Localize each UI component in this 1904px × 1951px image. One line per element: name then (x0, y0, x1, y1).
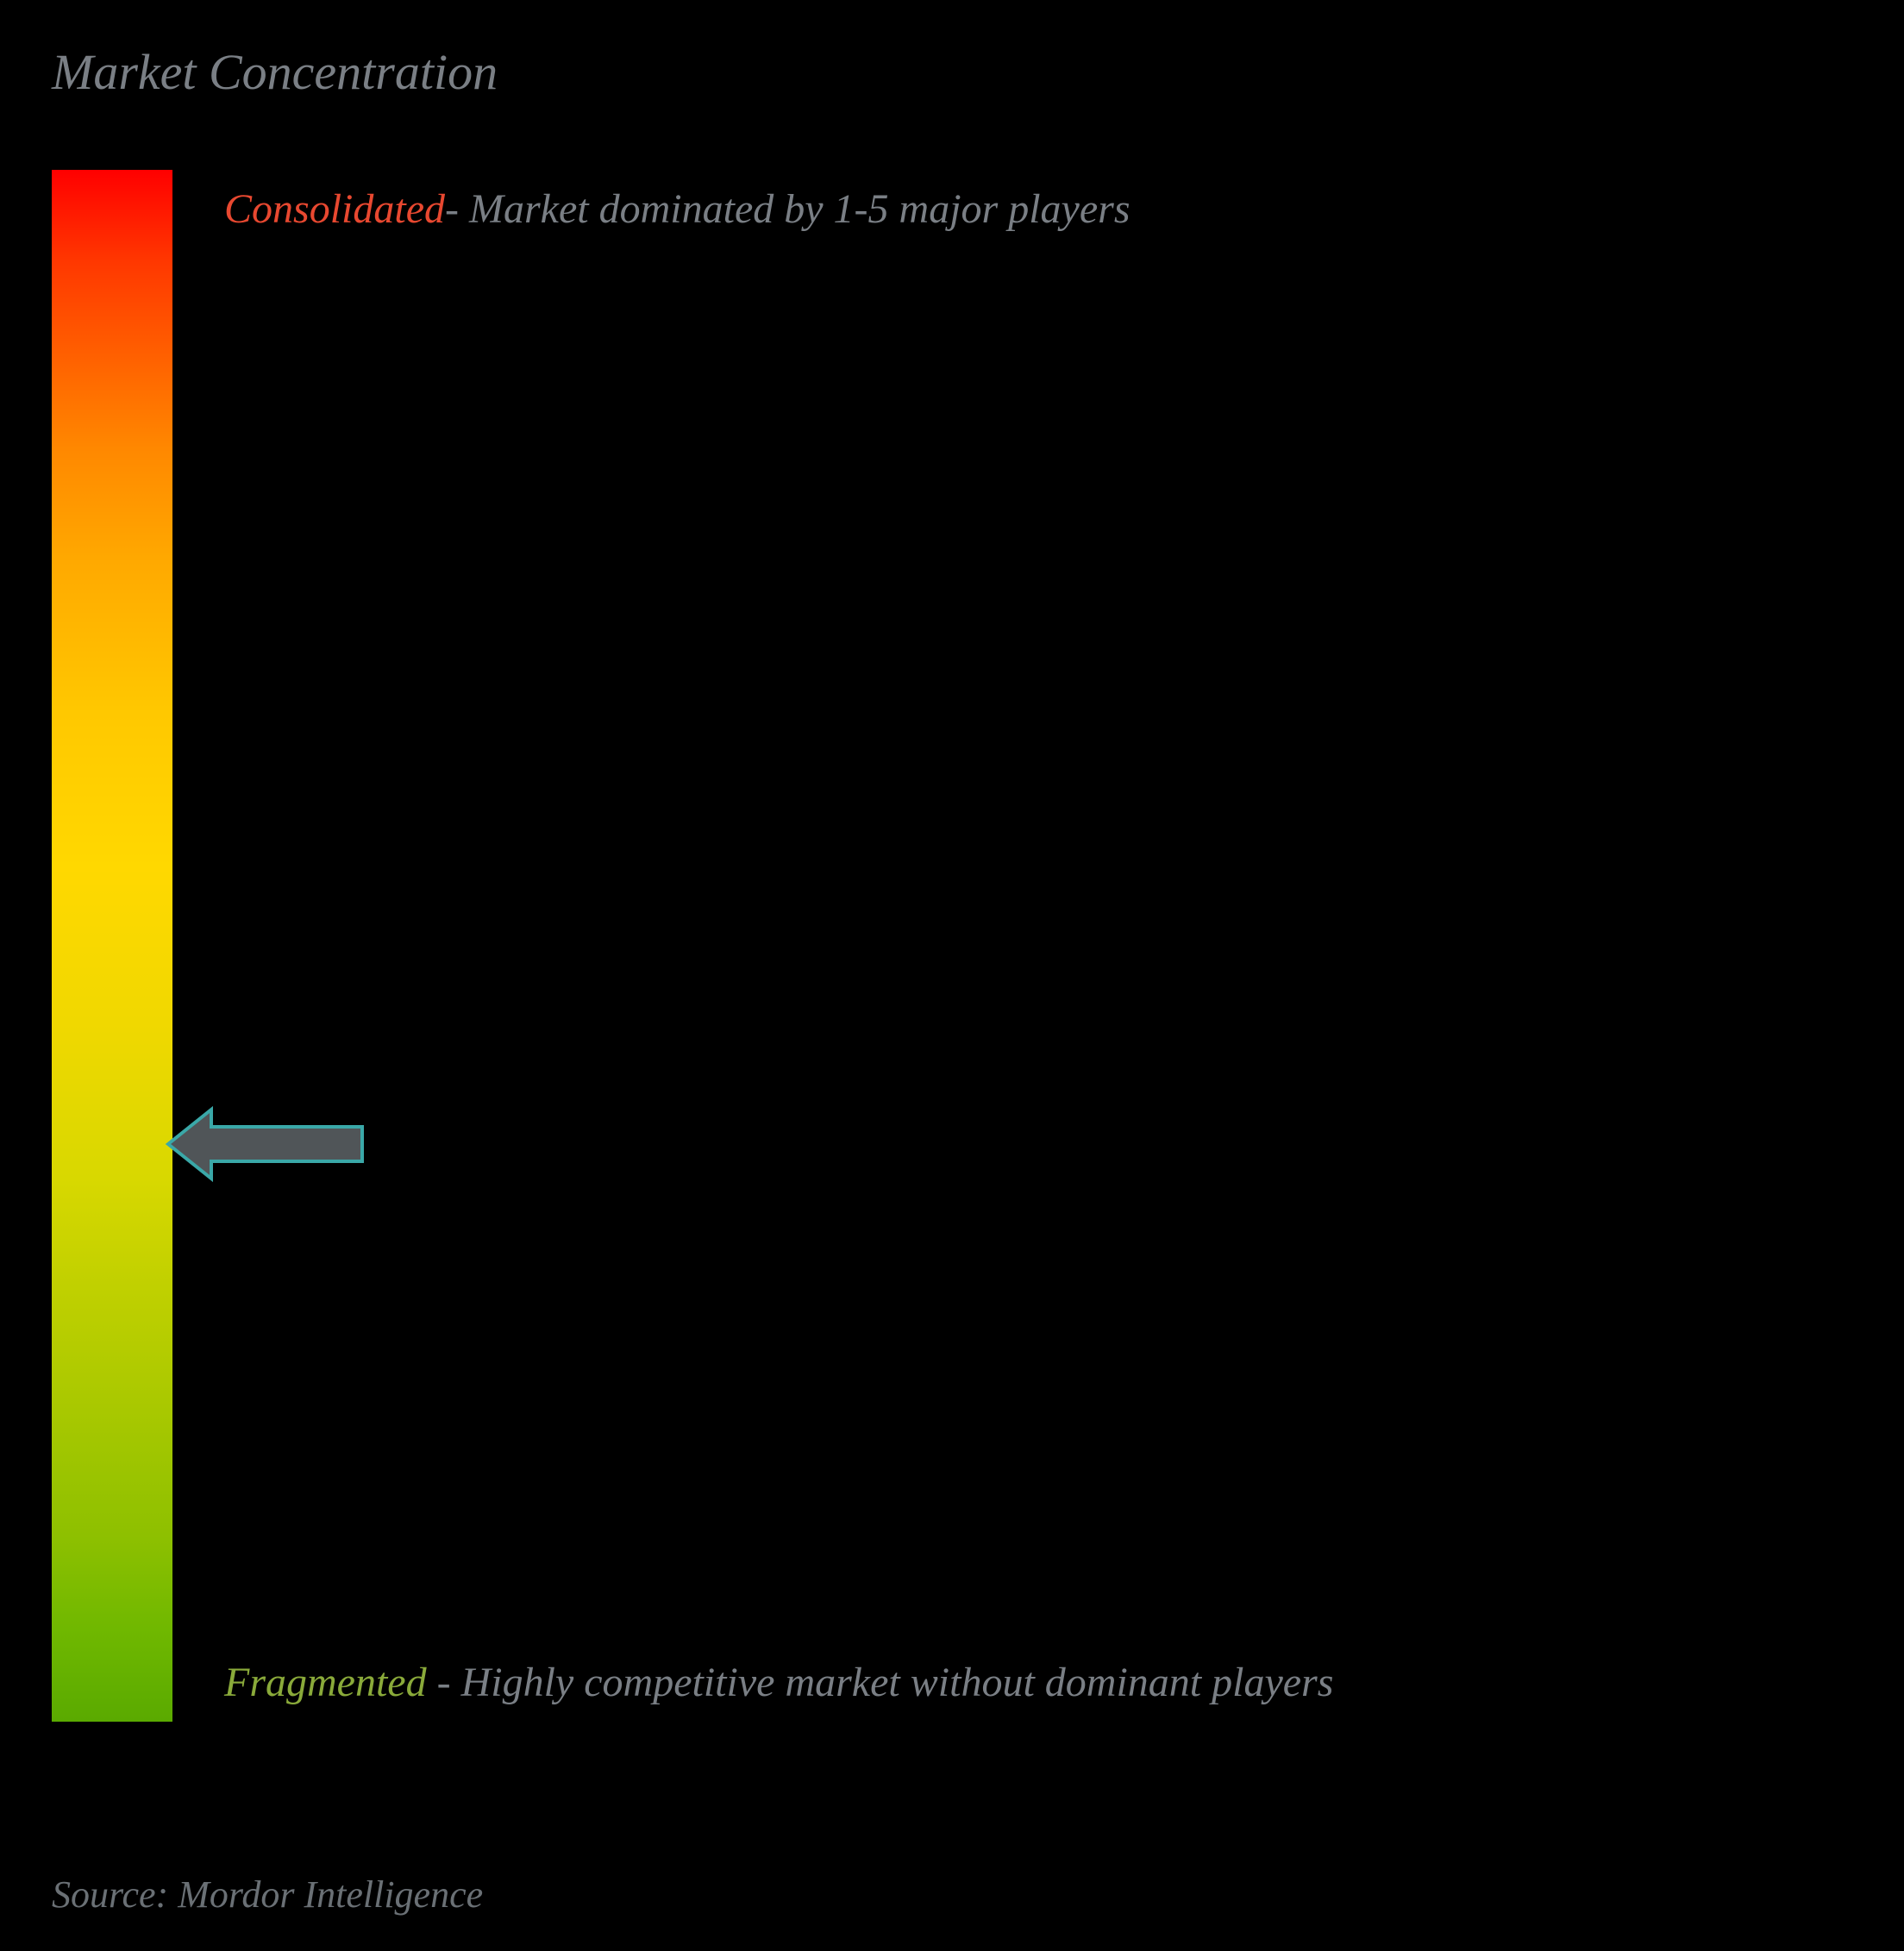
fragmented-description: - Highly competitive market without domi… (427, 1660, 1334, 1705)
content-area: Consolidated- Market dominated by 1-5 ma… (52, 170, 1852, 1722)
concentration-gradient-bar (52, 170, 172, 1722)
consolidated-label: Consolidated- Market dominated by 1-5 ma… (224, 170, 1130, 248)
consolidated-term: Consolidated (224, 186, 445, 232)
labels-container: Consolidated- Market dominated by 1-5 ma… (224, 170, 1852, 1722)
source-attribution: Source: Mordor Intelligence (52, 1873, 483, 1917)
fragmented-label: Fragmented - Highly competitive market w… (224, 1643, 1333, 1722)
source-name: Mordor Intelligence (178, 1873, 483, 1916)
consolidated-description: - Market dominated by 1-5 major players (445, 186, 1130, 232)
fragmented-term: Fragmented (224, 1660, 427, 1705)
chart-title: Market Concentration (52, 43, 1852, 101)
source-prefix: Source: (52, 1873, 178, 1916)
